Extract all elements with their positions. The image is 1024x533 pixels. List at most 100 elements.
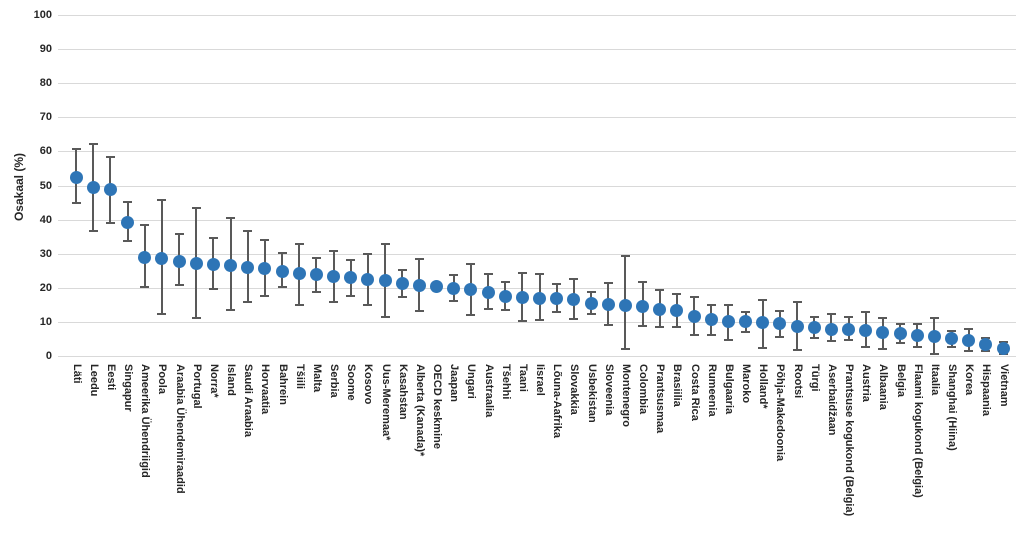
error-bar-cap	[586, 290, 596, 293]
x-category-label: Austraalia	[482, 364, 495, 418]
error-bar-cap	[517, 271, 527, 274]
data-point-marker	[447, 282, 461, 295]
y-tick-label: 40	[39, 213, 52, 226]
error-bar-cap	[277, 252, 287, 254]
error-bar-cap	[88, 142, 98, 145]
error-bar-cap	[449, 273, 459, 276]
error-bar-cap	[414, 310, 424, 312]
x-category-label: Slovakkia	[568, 364, 581, 415]
error-bar-cap	[552, 282, 562, 285]
error-bar-cap	[844, 339, 853, 341]
error-bar-cap	[861, 310, 871, 313]
error-bar-cap	[723, 338, 733, 341]
x-category-label: Poola	[156, 364, 169, 394]
x-category-label: Läti	[70, 364, 83, 384]
data-point-marker	[824, 322, 838, 336]
error-bar-cap	[912, 322, 922, 325]
error-bar-cap	[929, 316, 939, 319]
data-point-marker	[412, 278, 426, 292]
x-category-label: Singapur	[122, 364, 134, 412]
error-bar-cap	[346, 295, 356, 298]
data-point-marker	[893, 327, 907, 340]
error-bar-cap	[535, 319, 544, 322]
x-category-label: Vietnam	[997, 364, 1010, 407]
data-point-marker	[533, 291, 546, 305]
error-bar-cap	[569, 277, 579, 280]
x-category-label: Araabia Ühendemiraadid	[173, 364, 186, 494]
x-category-label: Saudi Araabia	[242, 364, 255, 437]
error-bar-cap	[517, 319, 527, 322]
error-bar-cap	[157, 313, 167, 316]
data-point-marker	[842, 322, 855, 336]
error-bar-cap	[723, 304, 733, 307]
data-point-marker	[962, 334, 976, 348]
data-point-marker	[739, 315, 752, 329]
error-bar-cap	[826, 312, 836, 315]
error-bar-cap	[363, 303, 373, 306]
y-tick-label: 0	[45, 350, 52, 362]
error-bar-cap	[397, 269, 407, 272]
data-point-marker	[481, 286, 495, 300]
data-point-marker	[292, 267, 306, 280]
error-bar-cap	[775, 335, 785, 338]
data-point-marker	[653, 303, 667, 317]
data-point-marker	[996, 341, 1010, 355]
error-bar-cap	[174, 284, 184, 287]
error-bar-cap	[878, 348, 888, 351]
data-point-marker	[378, 274, 392, 288]
data-point-marker	[704, 312, 718, 326]
x-category-label: OECD keskmine	[431, 364, 443, 449]
error-bar-cap	[123, 240, 132, 243]
error-bar-cap	[895, 322, 905, 325]
error-bar-cap	[140, 285, 150, 288]
data-point-marker	[756, 316, 770, 330]
gridline	[58, 117, 1016, 119]
data-point-marker	[258, 261, 272, 275]
error-bar-cap	[191, 207, 201, 210]
data-point-marker	[103, 183, 117, 197]
data-point-marker	[567, 292, 581, 306]
error-bar-cap	[964, 328, 974, 331]
error-bar-cap	[363, 253, 373, 256]
y-tick-label: 20	[39, 281, 52, 294]
x-category-label: Aserbaidžaan	[825, 364, 838, 436]
gridline	[58, 253, 1016, 255]
gridline	[58, 219, 1016, 221]
x-category-label: Korea	[963, 364, 976, 396]
x-category-label: Tšehhi	[499, 364, 512, 400]
error-bar-cap	[208, 288, 218, 291]
error-bar-cap	[655, 326, 665, 329]
x-category-label: Rootsi	[791, 364, 804, 399]
y-tick-label: 30	[39, 247, 52, 260]
error-bar-cap	[775, 309, 785, 312]
x-category-label: Island	[225, 364, 237, 396]
data-point-marker	[550, 291, 564, 305]
data-point-marker	[172, 254, 186, 268]
error-bar-cap	[964, 349, 974, 352]
error-bar-cap	[105, 222, 115, 225]
x-category-label: Shanghai (Hiina)	[946, 364, 958, 451]
y-tick-label: 70	[39, 111, 52, 124]
error-bar-cap	[123, 200, 132, 203]
error-bar-cap	[809, 316, 819, 319]
error-bar-cap	[603, 282, 613, 285]
data-point-marker	[464, 283, 478, 296]
error-bar-cap	[414, 258, 424, 261]
error-bar-cap	[672, 326, 682, 329]
error-bar-cap	[243, 300, 253, 303]
y-tick-label: 10	[39, 315, 52, 328]
error-bar-cap	[569, 317, 579, 320]
x-category-label: Uus-Meremaa*	[379, 364, 392, 441]
error-bar-cap	[844, 316, 853, 319]
data-point-marker	[138, 250, 152, 264]
gridline	[58, 151, 1016, 153]
data-point-marker	[876, 325, 890, 339]
error-bar-cap	[329, 301, 338, 304]
data-point-marker	[687, 309, 701, 323]
error-bar-cap	[140, 224, 150, 227]
error-bar-cap	[466, 262, 476, 265]
y-tick-label: 50	[39, 179, 52, 192]
data-point-marker	[515, 290, 529, 304]
data-point-marker	[859, 323, 873, 337]
